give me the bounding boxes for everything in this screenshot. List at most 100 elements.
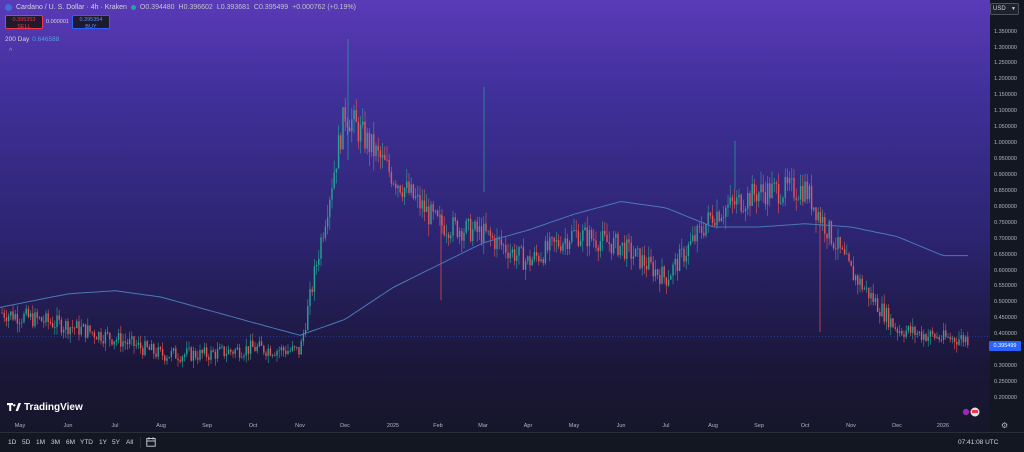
candle-body [650, 256, 652, 263]
candle-body [309, 289, 311, 307]
drawing-tools-icon[interactable] [961, 407, 981, 417]
range-button-1y[interactable]: 1Y [99, 439, 107, 446]
time-tick: May [14, 423, 26, 429]
candle-body [863, 288, 866, 290]
range-button-6m[interactable]: 6M [66, 439, 76, 446]
candle-body [212, 350, 214, 352]
cardano-icon [5, 4, 12, 11]
collapse-legend-icon[interactable]: ^ [9, 48, 13, 55]
candle-body [729, 197, 731, 205]
candle-body [359, 125, 362, 142]
candle-body [890, 318, 892, 328]
symbol-line[interactable]: Cardano / U. S. Dollar · 4h · Kraken O0.… [5, 4, 356, 11]
candle-body [665, 277, 668, 286]
currency-selector[interactable]: USD ▼ [990, 3, 1019, 15]
candle-body [615, 234, 617, 238]
candle-body [82, 324, 85, 327]
candle-body [725, 207, 727, 218]
chart-area[interactable]: Cardano / U. S. Dollar · 4h · Kraken O0.… [0, 0, 990, 432]
candle-body [557, 240, 560, 247]
time-tick: 2026 [936, 423, 950, 429]
candle-body [564, 238, 566, 244]
candle-body [868, 287, 870, 299]
range-button-ytd[interactable]: YTD [80, 439, 93, 446]
candle-body [656, 269, 659, 275]
range-button-5y[interactable]: 5Y [112, 439, 120, 446]
range-button-1d[interactable]: 1D [8, 439, 17, 446]
candle-body [566, 238, 569, 249]
candle-body [7, 315, 10, 322]
candle-body [469, 218, 472, 241]
candle-body [302, 333, 305, 342]
candle-body [641, 255, 643, 269]
candle-body [936, 336, 938, 339]
candle-body [447, 234, 450, 239]
candle-body [348, 127, 351, 132]
candle-body [575, 229, 577, 231]
candle-body [388, 159, 390, 172]
candle-body [769, 183, 771, 198]
candle-body [916, 333, 918, 335]
candle-body [546, 240, 549, 251]
axis-settings-icon[interactable]: ⚙ [1001, 421, 1009, 430]
sell-button[interactable]: 0.395353 SELL [5, 15, 43, 30]
candle-body [775, 182, 778, 185]
candle-body [617, 234, 619, 256]
candle-body [106, 331, 109, 333]
candle-body [172, 348, 175, 351]
candle-body [773, 182, 775, 184]
price-tick: 1.350000 [994, 28, 1017, 35]
candle-body [529, 256, 531, 266]
candle-body [450, 235, 452, 239]
symbol-title[interactable]: Cardano / U. S. Dollar · 4h · Kraken [16, 4, 127, 11]
range-button-5d[interactable]: 5D [22, 439, 31, 446]
candle-body [263, 345, 265, 353]
candle-body [318, 258, 320, 265]
candle-body [850, 260, 852, 266]
price-axis[interactable] [990, 0, 1024, 432]
candle-body [373, 134, 375, 156]
candle-body [247, 346, 250, 354]
candle-body [513, 249, 516, 261]
candle-body [285, 350, 287, 355]
candle-body [648, 256, 650, 270]
tradingview-logo[interactable]: TradingView [7, 402, 83, 413]
candle-body [643, 255, 646, 266]
buy-button[interactable]: 0.395354 BUY [71, 15, 110, 30]
candle-body [282, 347, 285, 351]
candle-body [912, 326, 914, 333]
candle-body [857, 275, 859, 285]
candle-body [408, 181, 410, 193]
range-button-1m[interactable]: 1M [36, 439, 46, 446]
range-button-all[interactable]: All [126, 439, 134, 446]
candle-body [454, 217, 456, 222]
calendar-icon[interactable] [146, 437, 156, 447]
range-button-3m[interactable]: 3M [51, 439, 61, 446]
candle-body [540, 259, 542, 262]
candle-body [331, 188, 333, 200]
candle-body [793, 178, 795, 198]
candle-body [76, 321, 78, 329]
utc-clock[interactable]: 07:41:08 UTC [958, 439, 999, 446]
candle-body [410, 184, 412, 193]
candle-body [12, 311, 14, 320]
candle-body [164, 355, 166, 361]
candle-body [766, 183, 769, 205]
candle-body [634, 248, 637, 257]
candle-body [357, 121, 360, 142]
candle-body [903, 334, 905, 337]
candle-body [694, 235, 696, 242]
indicator-legend[interactable]: 200 Day 0.646588 [5, 36, 59, 43]
candle-body [474, 221, 476, 230]
candle-body [621, 242, 624, 246]
candle-body [333, 172, 335, 189]
candle-body [417, 194, 419, 197]
candle-body [788, 178, 791, 184]
candle-body [582, 230, 584, 241]
candle-body [170, 350, 173, 357]
candle-body [131, 336, 133, 339]
candle-body [78, 321, 80, 335]
candle-body [135, 344, 137, 346]
candle-body [150, 344, 153, 350]
price-plot[interactable] [0, 0, 990, 432]
